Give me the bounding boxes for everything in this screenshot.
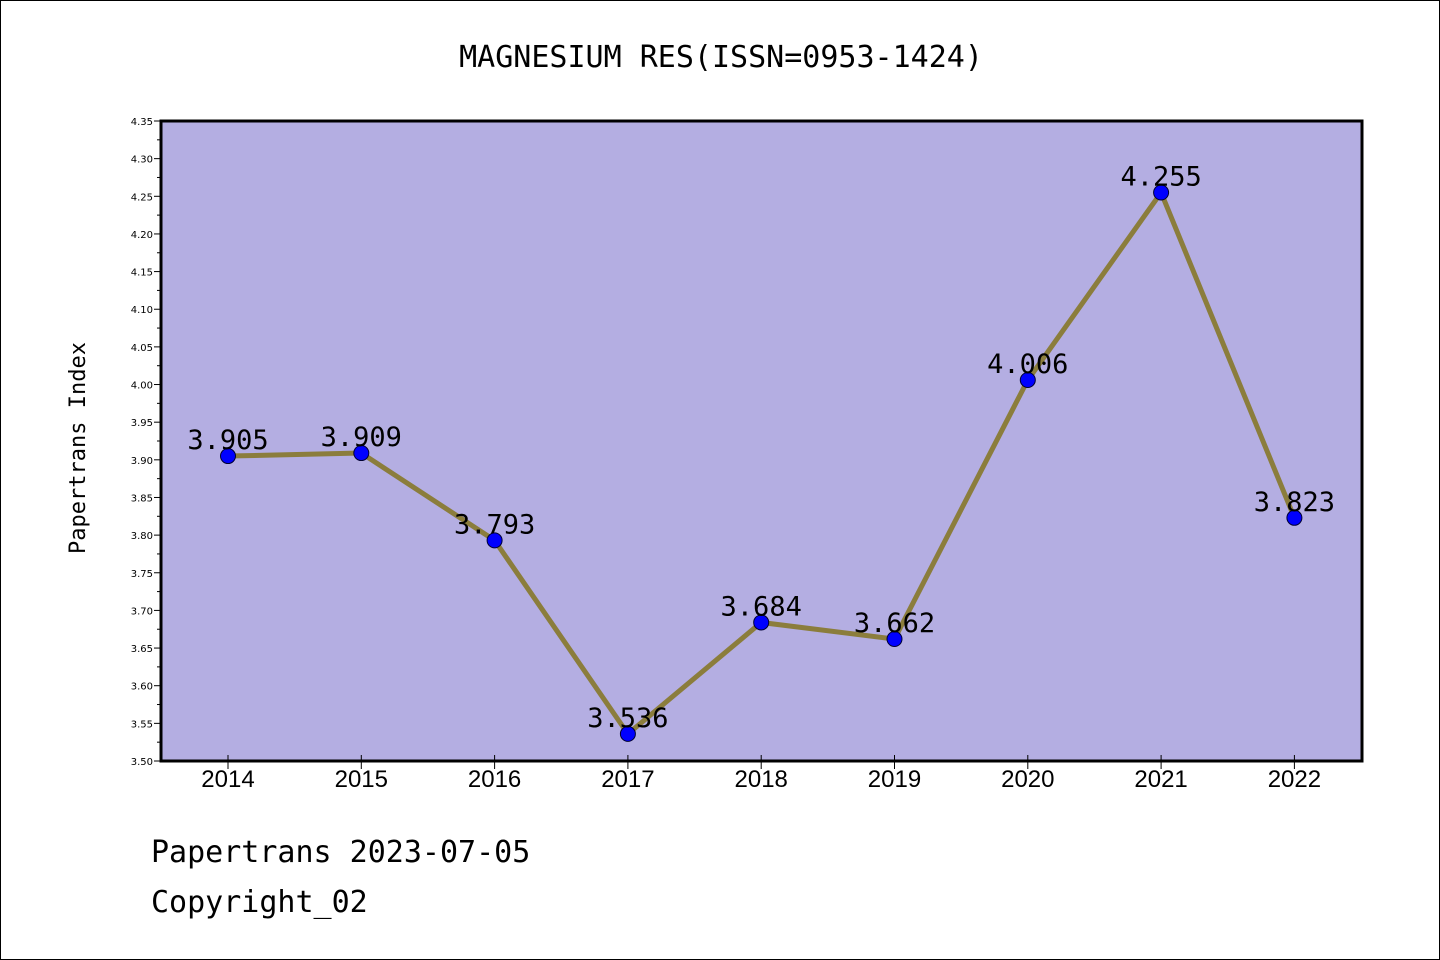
y-tick-label: 3.80	[131, 531, 153, 542]
data-label: 3.536	[587, 703, 668, 734]
plot-area	[159, 119, 1364, 763]
y-tick-label: 4.15	[131, 268, 153, 279]
x-tick-label: 2018	[735, 766, 788, 793]
y-tick-label: 3.65	[131, 644, 153, 655]
data-label: 3.905	[187, 425, 268, 456]
data-point	[1153, 184, 1170, 201]
footer-copyright: Copyright_02	[151, 885, 368, 920]
y-tick-label: 3.85	[131, 493, 153, 504]
y-axis: 3.50 3.55 3.60 3.65 3.70 3.75 3.80 3.85 3.90 3.95…	[131, 117, 161, 768]
data-label: 4.255	[1120, 162, 1201, 193]
data-labels: 3.905 3.909 3.793 3.536 3.684 3.662 4.006 4.255…	[187, 162, 1335, 734]
y-tick-label: 3.95	[131, 418, 153, 429]
y-tick-label: 3.55	[131, 719, 153, 730]
footer-date: Papertrans 2023-07-05	[151, 835, 531, 870]
x-tick-label: 2017	[601, 766, 654, 793]
y-tick-label: 4.35	[131, 117, 153, 128]
y-tick-label: 4.25	[131, 192, 153, 203]
y-axis-label: Papertrans Index	[66, 342, 91, 554]
data-point	[220, 448, 236, 465]
y-tick-label: 4.20	[131, 230, 153, 241]
data-label: 3.662	[854, 608, 935, 639]
data-label: 3.684	[721, 591, 802, 622]
data-label: 4.006	[987, 349, 1068, 380]
y-tick-label: 3.60	[131, 682, 153, 693]
x-tick-label: 2015	[335, 766, 388, 793]
y-tick-label: 4.05	[131, 343, 153, 354]
y-tick-label: 4.00	[131, 381, 153, 392]
x-tick-label: 2022	[1268, 766, 1321, 793]
data-point	[619, 725, 636, 742]
y-tick-label: 3.75	[131, 569, 153, 580]
data-label: 3.909	[321, 422, 402, 453]
chart-title: MAGNESIUM RES(ISSN=0953-1424)	[459, 40, 983, 75]
y-tick-label: 4.30	[131, 155, 153, 166]
x-tick-label: 2020	[1001, 766, 1054, 793]
x-tick-label: 2014	[201, 766, 254, 793]
data-point	[353, 445, 370, 462]
y-tick-label: 4.10	[131, 305, 153, 316]
x-tick-label: 2021	[1134, 766, 1187, 793]
y-tick-label: 3.70	[131, 606, 153, 617]
x-tick-label: 2019	[868, 766, 921, 793]
series-group	[220, 184, 1303, 742]
y-tick-label: 3.90	[131, 456, 153, 467]
y-tick-label: 3.50	[131, 757, 153, 768]
data-point	[886, 631, 903, 648]
data-label: 3.823	[1254, 487, 1335, 518]
x-axis: 2014 2015 2016 2017 2018 2019 2020 2021 2022	[201, 755, 1321, 793]
data-point	[1019, 372, 1036, 389]
data-point	[486, 532, 503, 549]
data-point	[1286, 509, 1303, 526]
data-label: 3.793	[454, 509, 535, 540]
x-tick-label: 2016	[468, 766, 521, 793]
data-point	[753, 614, 770, 631]
